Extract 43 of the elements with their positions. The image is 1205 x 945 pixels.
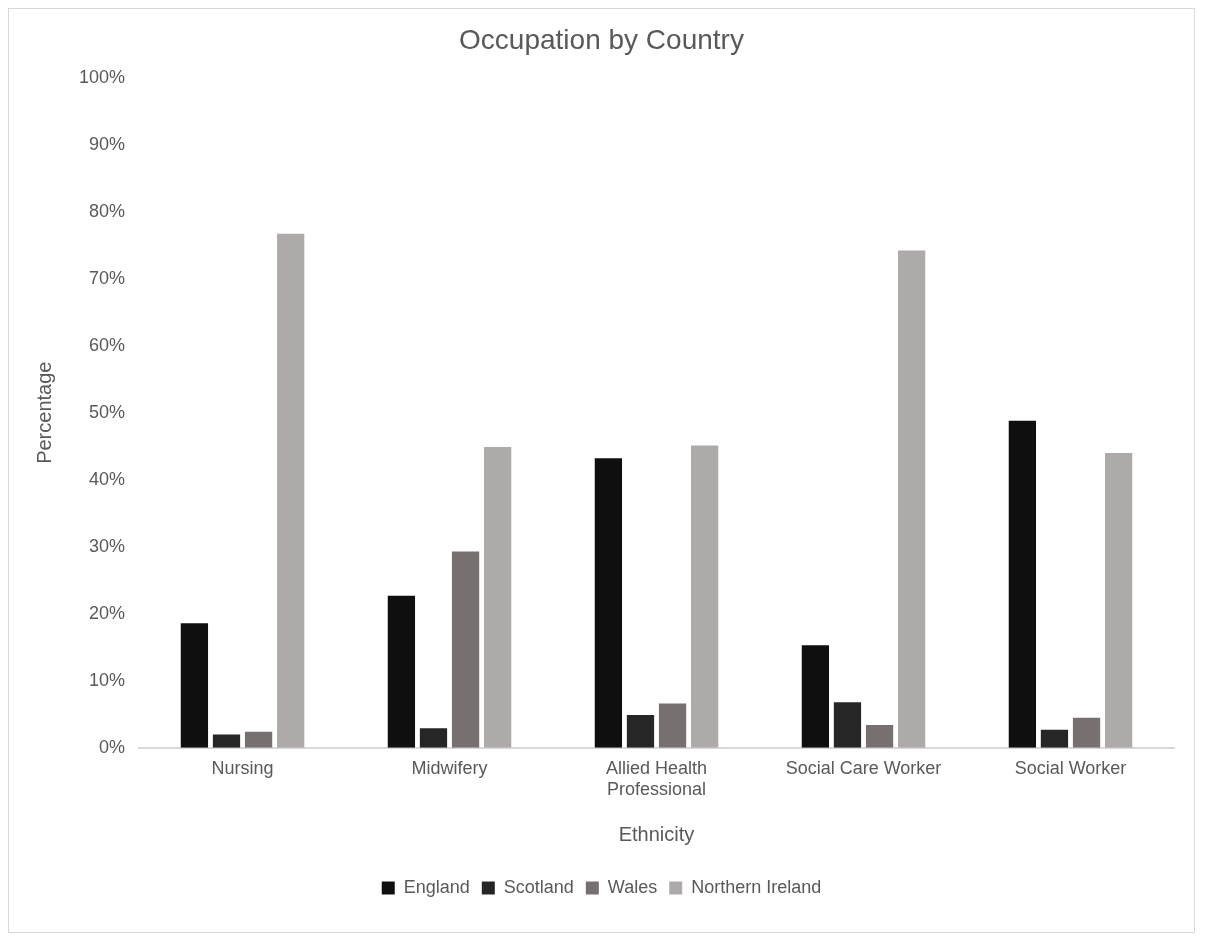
- y-tick-label: 100%: [78, 66, 126, 87]
- bar: [277, 233, 305, 748]
- bar: [626, 714, 655, 748]
- x-tick-label: Social Worker: [1014, 757, 1127, 778]
- x-axis-title: Ethnicity: [618, 822, 695, 845]
- y-tick-label: 20%: [89, 602, 126, 623]
- legend-label: Northern Ireland: [691, 876, 822, 897]
- y-tick-label: 50%: [89, 401, 126, 422]
- bar: [594, 458, 623, 748]
- legend-label: Scotland: [503, 876, 574, 897]
- bar: [898, 250, 926, 748]
- bar: [865, 725, 894, 748]
- y-tick-label: 80%: [89, 200, 126, 221]
- y-tick-label: 90%: [89, 133, 126, 154]
- bar: [212, 734, 241, 748]
- bar: [1104, 452, 1133, 748]
- x-tick-label: Social Care Worker: [785, 757, 942, 778]
- bar: [451, 551, 480, 748]
- y-tick-label: 60%: [89, 334, 126, 355]
- bar: [1072, 717, 1101, 748]
- bar: [833, 702, 862, 748]
- x-tick-label: Allied Health Professional: [605, 757, 708, 800]
- legend-label: Wales: [607, 876, 658, 897]
- bar: [387, 595, 416, 748]
- bar: [244, 731, 273, 748]
- y-tick-label: 10%: [89, 669, 126, 690]
- bar: [1008, 420, 1037, 748]
- y-axis-title: Percentage: [32, 361, 55, 464]
- y-tick-label: 30%: [89, 535, 126, 556]
- y-tick-label: 40%: [89, 468, 126, 489]
- legend-label: England: [403, 876, 470, 897]
- bar: [419, 728, 448, 748]
- bar: [658, 703, 687, 748]
- bar: [691, 445, 719, 748]
- bar: [180, 623, 209, 748]
- chart-title: Occupation by Country: [459, 23, 744, 55]
- x-tick-label: Nursing: [211, 757, 274, 778]
- bar: [801, 645, 830, 748]
- bar: [484, 446, 512, 748]
- bar: [1040, 729, 1069, 748]
- x-tick-label: Midwifery: [411, 757, 488, 778]
- y-tick-label: 0%: [99, 736, 126, 757]
- y-tick-label: 70%: [89, 267, 126, 288]
